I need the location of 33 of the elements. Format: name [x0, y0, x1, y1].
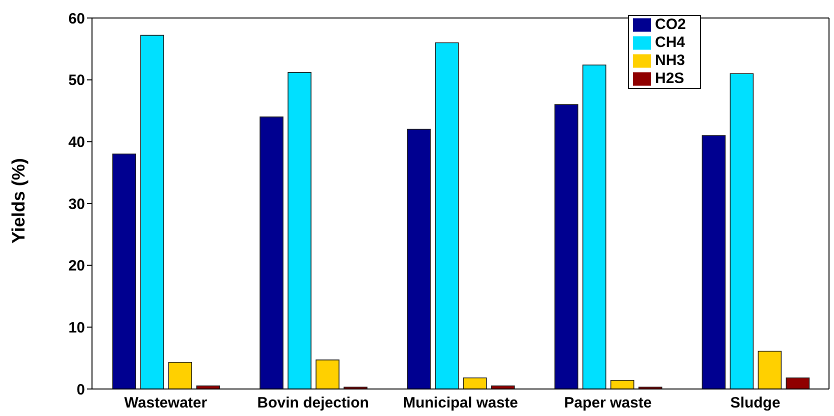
bar — [112, 154, 136, 389]
y-tick-label: 50 — [68, 72, 85, 90]
legend-label: H2S — [655, 70, 684, 88]
bar — [582, 64, 606, 389]
bar — [316, 360, 340, 389]
y-tick-label: 10 — [68, 319, 85, 336]
bar — [730, 73, 754, 389]
bar — [554, 104, 578, 389]
x-tick-label: Bovin dejection — [257, 394, 369, 412]
y-tick-label: 40 — [68, 134, 85, 151]
bar — [168, 362, 192, 389]
x-tick-label: Paper waste — [564, 394, 652, 412]
y-tick-label: 0 — [76, 381, 85, 398]
bar — [260, 116, 284, 389]
y-axis-title: Yields (%) — [8, 158, 28, 244]
y-tick-label: 20 — [68, 258, 85, 275]
bar — [407, 128, 431, 389]
bar — [463, 377, 487, 389]
x-tick-label: Sludge — [730, 394, 780, 412]
legend-label: CO2 — [655, 16, 686, 34]
legend-label: NH3 — [655, 52, 686, 70]
y-tick-label: 60 — [68, 10, 85, 28]
x-tick-label: Municipal waste — [402, 394, 518, 412]
bar — [786, 377, 810, 389]
y-tick-label: 30 — [68, 196, 85, 213]
legend-label: CH4 — [655, 34, 686, 52]
bar — [288, 72, 312, 389]
bar — [702, 135, 726, 389]
bar — [610, 380, 634, 389]
bar — [435, 42, 459, 389]
bar — [758, 350, 782, 389]
x-tick-label: Wastewater — [124, 394, 208, 412]
bar — [140, 34, 164, 389]
